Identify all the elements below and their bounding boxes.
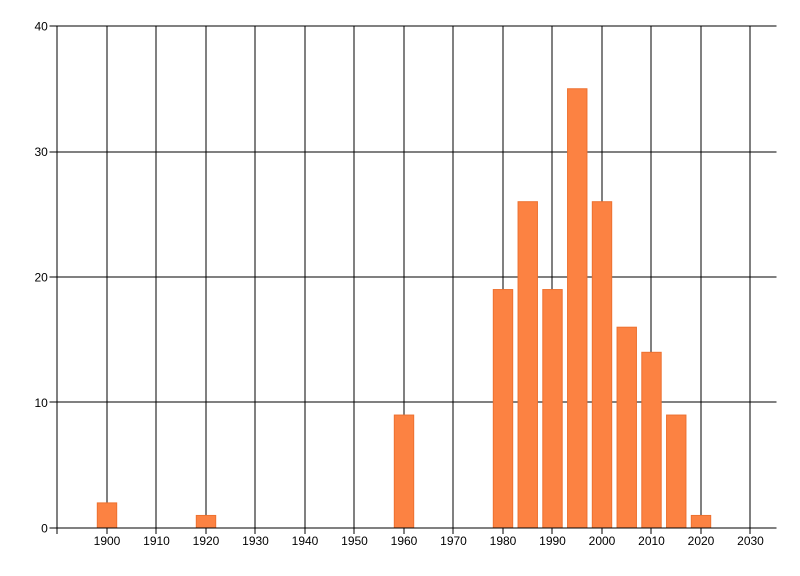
svg-text:1920: 1920 — [193, 534, 220, 548]
svg-text:1910: 1910 — [143, 534, 170, 548]
svg-text:1980: 1980 — [490, 534, 517, 548]
svg-text:1900: 1900 — [94, 534, 121, 548]
svg-text:2010: 2010 — [638, 534, 665, 548]
svg-text:1990: 1990 — [539, 534, 566, 548]
svg-text:40: 40 — [34, 19, 48, 33]
svg-text:1960: 1960 — [391, 534, 418, 548]
svg-text:2030: 2030 — [737, 534, 764, 548]
svg-text:0: 0 — [41, 521, 48, 535]
svg-text:1950: 1950 — [341, 534, 368, 548]
svg-text:10: 10 — [34, 396, 48, 410]
svg-text:2000: 2000 — [589, 534, 616, 548]
svg-text:2020: 2020 — [688, 534, 715, 548]
svg-text:1940: 1940 — [292, 534, 319, 548]
svg-text:30: 30 — [34, 145, 48, 159]
svg-text:1970: 1970 — [440, 534, 467, 548]
svg-text:20: 20 — [34, 270, 48, 284]
svg-text:1930: 1930 — [242, 534, 269, 548]
